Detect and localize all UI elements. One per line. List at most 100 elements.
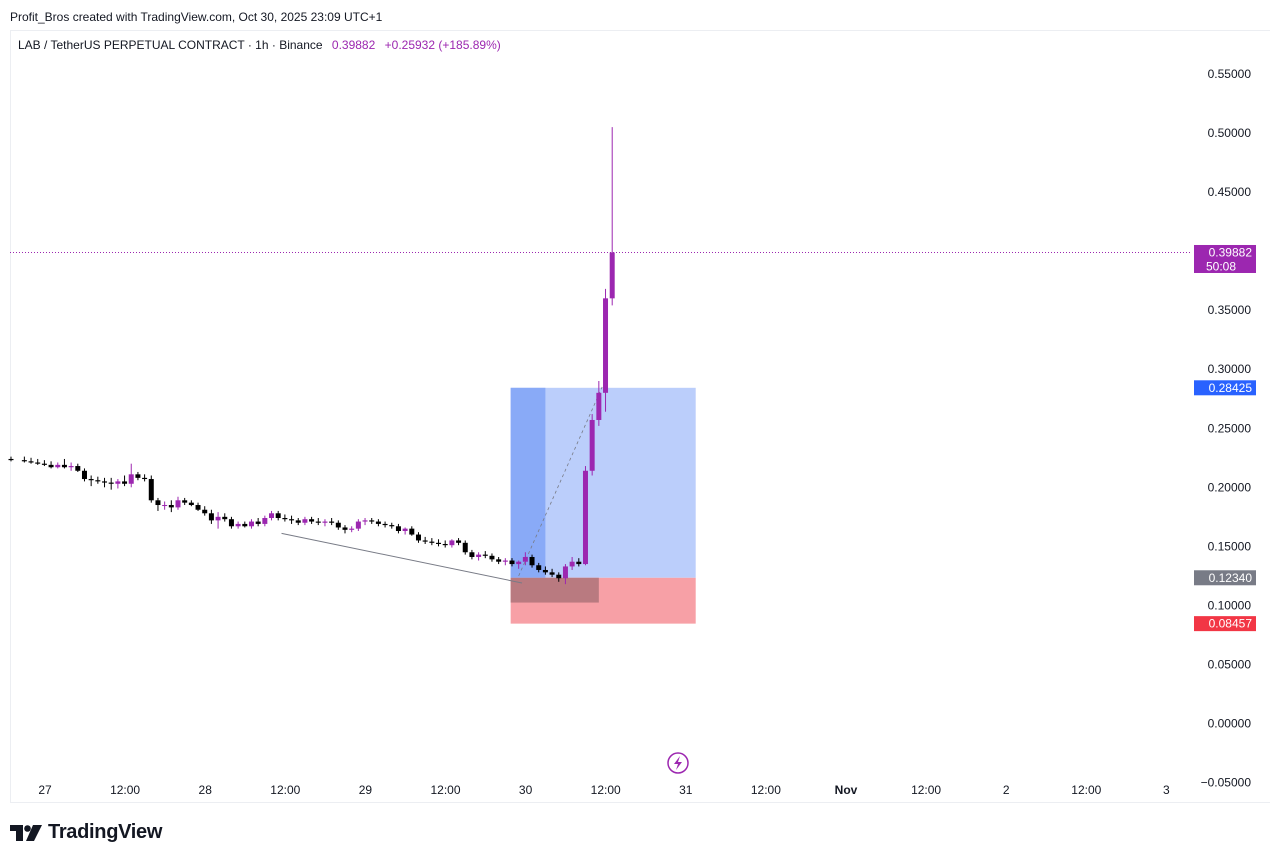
candle-body	[175, 500, 181, 508]
candle-body	[522, 556, 528, 562]
x-tick-label: 12:00	[270, 783, 300, 797]
candle-down	[309, 516, 315, 524]
candle-up	[609, 127, 615, 306]
candle-down	[88, 475, 94, 487]
candle-body	[335, 522, 341, 528]
candle-down	[456, 538, 462, 546]
candle-body	[502, 560, 508, 562]
candle-body	[122, 481, 128, 484]
y-tick-label: 0.05000	[1208, 657, 1252, 671]
position-path-line	[518, 386, 603, 577]
candle-body	[603, 298, 609, 393]
candle-down	[228, 516, 234, 529]
candle-up	[522, 552, 528, 566]
candle-down	[422, 536, 428, 544]
candle-body	[309, 519, 315, 522]
symbol-title: LAB / TetherUS PERPETUAL CONTRACT · 1h ·…	[18, 38, 323, 52]
candle-up	[115, 479, 121, 489]
chart-credit: Profit_Bros created with TradingView.com…	[10, 10, 383, 24]
candle-body	[155, 500, 161, 506]
long-position-tool[interactable]	[510, 387, 696, 624]
candle-down	[335, 520, 341, 530]
candle-body	[142, 477, 148, 480]
candle-body	[349, 528, 355, 530]
candle-body	[102, 481, 108, 483]
candle-body	[369, 520, 375, 522]
candle-body	[596, 392, 602, 420]
replay-icon[interactable]	[667, 752, 689, 774]
candle-body	[582, 470, 588, 565]
candle-body	[409, 528, 415, 535]
candle-down	[529, 554, 535, 568]
candle-body	[55, 464, 61, 468]
candle-body	[275, 513, 281, 519]
candle-down	[542, 566, 548, 575]
candle-down	[41, 460, 47, 467]
candle-up	[596, 381, 602, 426]
y-tick-label: 0.15000	[1208, 539, 1252, 553]
candle-body	[549, 572, 555, 575]
tradingview-brand[interactable]: TradingView	[10, 821, 162, 844]
candle-down	[48, 461, 54, 469]
y-tick-label: 0.00000	[1208, 717, 1252, 731]
candle-body	[115, 481, 121, 484]
candle-down	[61, 458, 67, 469]
candle-down	[148, 475, 154, 503]
candle-down	[102, 477, 108, 488]
candle-down	[135, 471, 141, 481]
legend-change: +0.25932 (+185.89%)	[384, 38, 501, 52]
x-axis[interactable]: 27 12:00 28 12:00 29 12:00 30 12:00 31 12:00 Nov 12…	[38, 783, 1170, 797]
stop-badge	[1194, 616, 1256, 632]
candle-up	[562, 564, 568, 585]
target-badge	[1194, 380, 1256, 396]
x-tick-label: 29	[359, 783, 373, 797]
stop-zone-active	[510, 577, 599, 603]
y-tick-label: 0.45000	[1208, 185, 1252, 199]
candle-body	[355, 521, 361, 529]
candle-body	[329, 521, 335, 523]
candles	[8, 127, 615, 585]
candle-down	[289, 515, 295, 524]
candle-up	[569, 556, 575, 570]
candle-down	[35, 458, 41, 465]
candle-body	[188, 502, 194, 506]
x-tick-label: 28	[199, 783, 213, 797]
candle-down	[108, 477, 114, 490]
y-axis[interactable]: 0.55000 0.50000 0.45000 0.35000 0.30000 0.250…	[1201, 67, 1252, 790]
candle-up	[355, 519, 361, 532]
candle-body	[235, 523, 241, 527]
candle-body	[562, 566, 568, 579]
candle-up	[128, 463, 134, 488]
candle-body	[255, 521, 261, 524]
stop-badge-label: 0.08457	[1209, 617, 1253, 631]
candle-up	[362, 518, 368, 526]
x-tick-label: 12:00	[1071, 783, 1101, 797]
candle-body	[315, 521, 321, 523]
candle-body	[128, 474, 134, 484]
candle-up	[235, 521, 241, 529]
candle-up	[175, 496, 181, 510]
candle-body	[482, 554, 488, 556]
candle-down	[255, 518, 261, 527]
candle-body	[389, 525, 395, 527]
y-tick-label: 0.55000	[1208, 67, 1252, 81]
candle-up	[248, 519, 254, 529]
candle-down	[496, 556, 502, 565]
target-zone-active	[510, 387, 546, 578]
y-tick-label: 0.50000	[1208, 126, 1252, 140]
candle-down	[315, 518, 321, 526]
chart-pane[interactable]	[10, 30, 1270, 803]
candle-body	[462, 542, 468, 553]
candle-down	[195, 502, 201, 511]
candle-body	[162, 505, 168, 507]
candle-up	[402, 527, 408, 535]
candle-up	[476, 552, 482, 561]
y-tick-label: 0.20000	[1208, 480, 1252, 494]
candle-body	[395, 526, 401, 532]
x-tick-label: 2	[1003, 783, 1010, 797]
candle-body	[496, 559, 502, 562]
y-tick-label: −0.05000	[1201, 776, 1252, 790]
candle-down	[275, 510, 281, 521]
candle-up	[449, 539, 455, 548]
